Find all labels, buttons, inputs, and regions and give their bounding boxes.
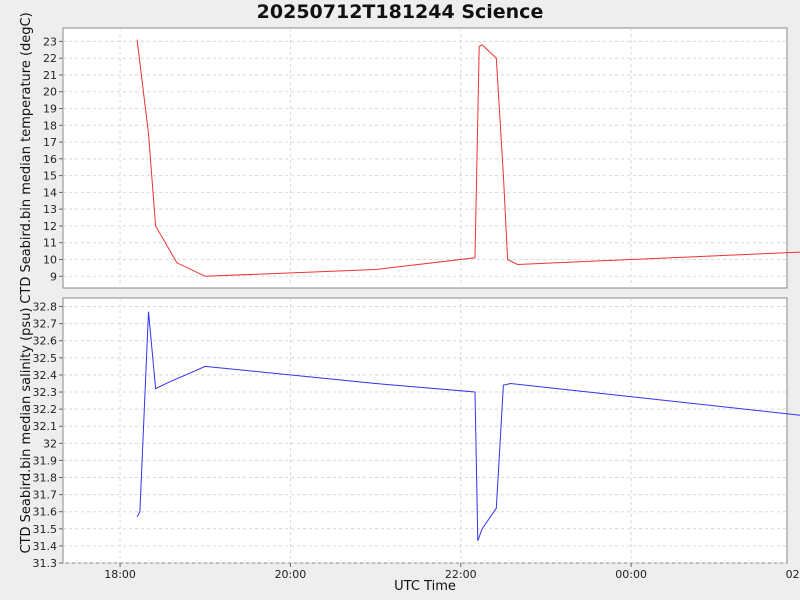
- y-axis-label: CTD Seabird.bin median temperature (degC…: [19, 12, 34, 303]
- y-tick-label: 21: [43, 69, 57, 82]
- y-tick-label: 32.5: [33, 352, 58, 365]
- y-tick-label: 31.3: [33, 557, 58, 570]
- y-tick-label: 31.8: [33, 472, 58, 485]
- y-tick-label: 22: [43, 52, 57, 65]
- y-tick-label: 31.9: [33, 454, 58, 467]
- y-tick-label: 20: [43, 86, 57, 99]
- y-axis-label: CTD Seabird.bin median salinity (psu): [19, 308, 34, 554]
- y-tick-label: 9: [50, 270, 57, 283]
- y-tick-label: 32.8: [33, 301, 58, 314]
- y-tick-label: 10: [43, 253, 57, 266]
- y-tick-label: 17: [43, 136, 57, 149]
- y-tick-label: 19: [43, 103, 57, 116]
- y-tick-label: 15: [43, 170, 57, 183]
- y-tick-label: 31.7: [33, 489, 58, 502]
- y-tick-label: 16: [43, 153, 57, 166]
- x-tick-label: 18:00: [104, 568, 136, 581]
- x-tick-label: 20:00: [275, 568, 307, 581]
- y-tick-label: 14: [43, 186, 57, 199]
- y-tick-label: 32.1: [33, 420, 58, 433]
- y-tick-label: 23: [43, 35, 57, 48]
- y-tick-label: 32.7: [33, 318, 58, 331]
- y-tick-label: 32.6: [33, 335, 58, 348]
- panel-2: 31.3 31.4 31.5 31.6 31.7 31.8 31.9 32 32.1 32.2 32…: [19, 297, 800, 570]
- y-tick-label: 32.4: [33, 369, 58, 382]
- x-tick-label: 02:00: [786, 568, 800, 581]
- y-tick-label: 31.5: [33, 523, 58, 536]
- chart-title: 20250712T181244 Science: [256, 1, 544, 23]
- plot-area: [62, 297, 788, 564]
- plot-area: [62, 27, 788, 289]
- y-tick-label: 11: [43, 237, 57, 250]
- x-axis-label: UTC Time: [394, 579, 456, 594]
- y-tick-label: 32: [43, 437, 57, 450]
- x-tick-label: 22:00: [445, 568, 477, 581]
- y-tick-label: 31.4: [33, 540, 58, 553]
- y-tick-label: 12: [43, 220, 57, 233]
- y-tick-label: 32.2: [33, 403, 58, 416]
- x-tick-label: 00:00: [615, 568, 647, 581]
- y-tick-label: 31.6: [33, 506, 58, 519]
- y-tick-label: 32.3: [33, 386, 58, 399]
- panel-1: 9 10 11 12 13 14 15 16 17 18 19 20 21 22 23 CTD Seabird…: [19, 12, 800, 304]
- y-tick-label: 13: [43, 203, 57, 216]
- y-tick-label: 18: [43, 119, 57, 132]
